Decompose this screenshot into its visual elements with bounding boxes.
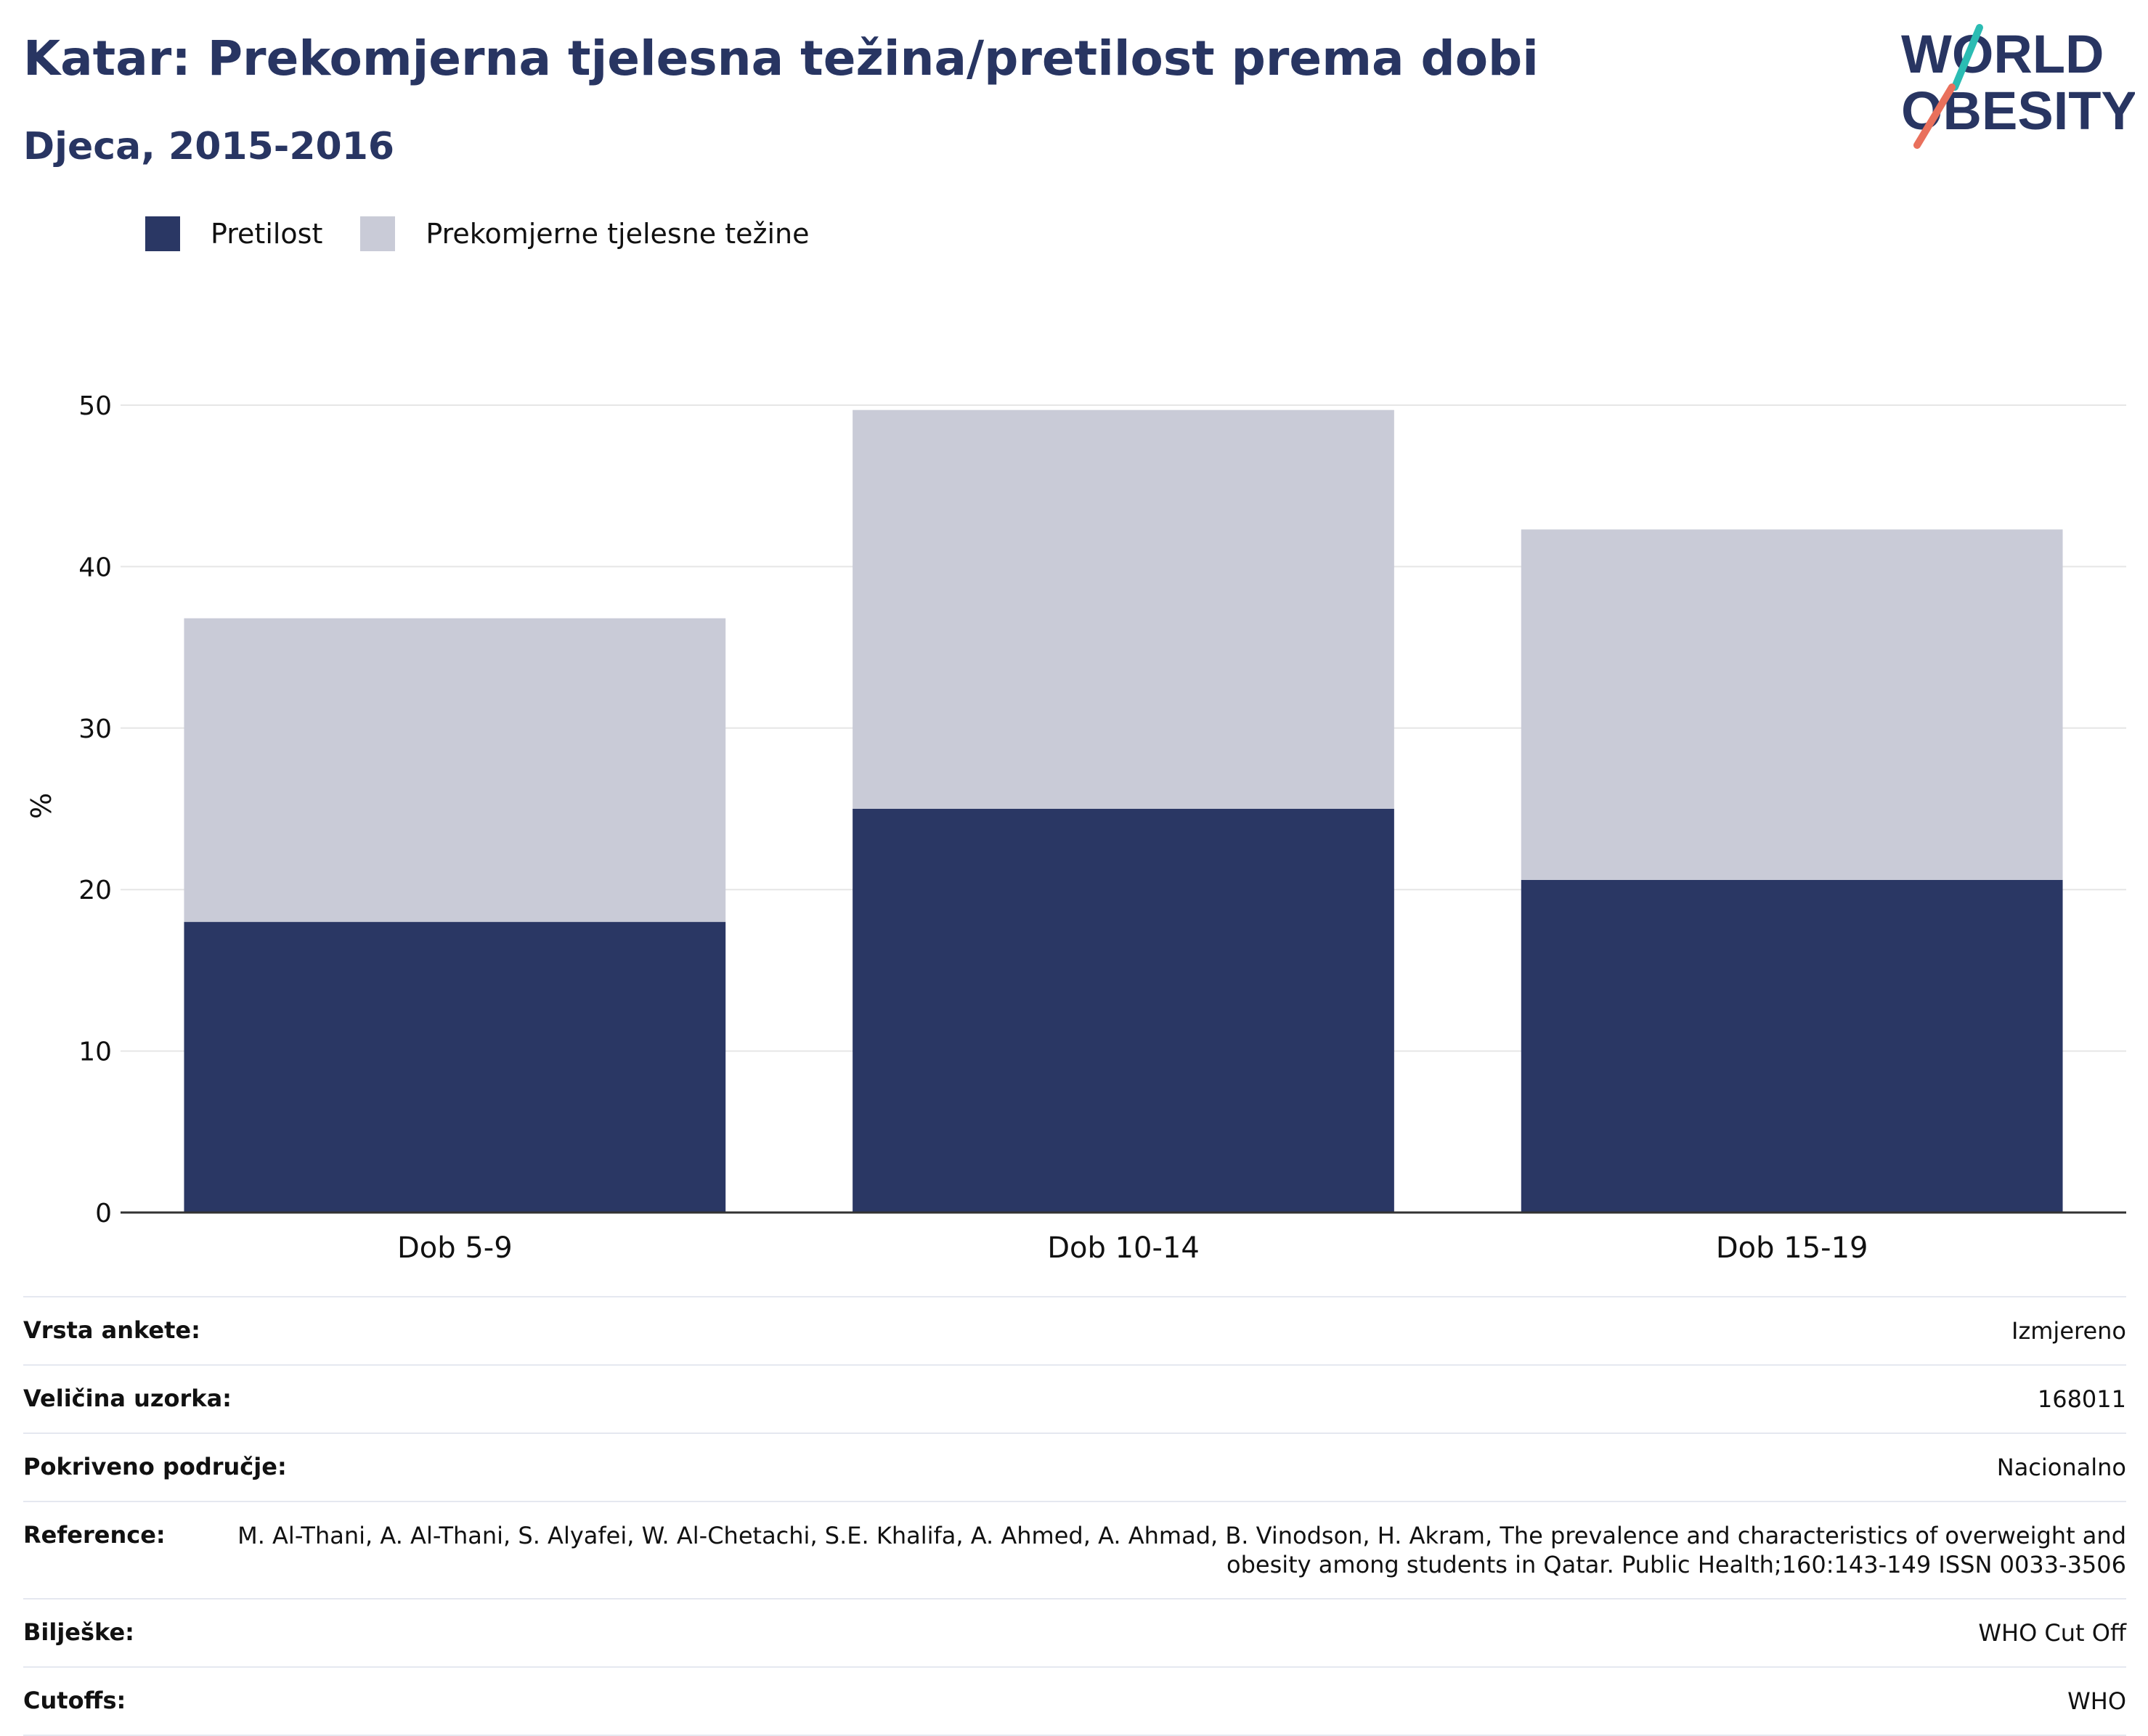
x-tick-label: Dob 15-19 (1716, 1231, 1868, 1265)
world-obesity-logo: WORLD OBESITY (1901, 24, 2135, 149)
survey-info-table: Vrsta ankete: Izmjereno Veličina uzorka: 16… (23, 1296, 2126, 1736)
bar-obesity-2[interactable] (853, 809, 1394, 1213)
y-tick-label: 10 (78, 1038, 112, 1067)
chart-subtitle: Djeca, 2015-2016 (23, 125, 395, 168)
bar-overweight-2[interactable] (853, 409, 1394, 809)
info-row: Veličina uzorka: 168011 (23, 1364, 2126, 1433)
x-axis-ticks: Dob 5-9 Dob 10-14 Dob 15-19 (397, 1231, 1868, 1265)
info-key: Vrsta ankete: (23, 1316, 200, 1344)
bar-chart: 0 10 20 30 40 50 Dob 5-9 Dob 10-14 Dob 15-19 % (25, 391, 2126, 1265)
x-tick-label: Dob 10-14 (1047, 1231, 1200, 1265)
y-tick-label: 20 (78, 876, 112, 905)
x-tick-label: Dob 5-9 (397, 1231, 513, 1265)
info-row: Cutoffs: WHO (23, 1666, 2126, 1736)
info-value: M. Al-Thani, A. Al-Thani, S. Alyafei, W.… (237, 1522, 2126, 1578)
info-row: Pokriveno područje: Nacionalno (23, 1433, 2126, 1501)
legend-item-overweight[interactable]: Prekomjerne tjelesne težine (360, 216, 810, 251)
legend-swatch-overweight (360, 216, 396, 251)
y-axis-ticks: 0 10 20 30 40 50 (78, 391, 112, 1228)
bar-obesity-1[interactable] (184, 921, 726, 1213)
chart-title: Katar: Prekomjerna tjelesna težina/preti… (23, 30, 1539, 86)
y-tick-label: 30 (78, 714, 112, 744)
y-tick-label: 50 (78, 391, 112, 421)
info-row: Vrsta ankete: Izmjereno (23, 1296, 2126, 1364)
info-key: Reference: (23, 1521, 166, 1549)
info-key: Cutoffs: (23, 1687, 126, 1714)
info-key: Pokriveno područje: (23, 1453, 287, 1480)
info-value: WHO Cut Off (1978, 1619, 2126, 1647)
legend: Pretilost Prekomjerne tjelesne težine (145, 216, 847, 251)
logo-teal-slash (1951, 24, 1983, 91)
info-value: Izmjereno (2011, 1317, 2126, 1345)
legend-label-obesity: Pretilost (211, 218, 323, 250)
legend-item-obesity[interactable]: Pretilost (145, 216, 322, 251)
info-value: Nacionalno (1996, 1454, 2126, 1481)
info-row: Reference: M. Al-Thani, A. Al-Thani, S. A… (23, 1501, 2126, 1598)
logo-coral-slash (1913, 83, 1956, 149)
legend-label-overweight: Prekomjerne tjelesne težine (426, 218, 810, 250)
y-tick-label: 40 (78, 553, 112, 582)
legend-swatch-obesity (145, 216, 180, 251)
info-key: Bilješke: (23, 1618, 134, 1646)
logo-word-world: WORLD (1901, 24, 2104, 84)
y-tick-label: 0 (95, 1199, 112, 1228)
y-axis-label: % (25, 793, 57, 819)
info-value: WHO (2067, 1687, 2126, 1715)
bars (184, 409, 2063, 1213)
bar-obesity-3[interactable] (1521, 879, 2063, 1213)
info-key: Veličina uzorka: (23, 1385, 232, 1412)
bar-overweight-3[interactable] (1521, 529, 2063, 880)
info-row: Bilješke: WHO Cut Off (23, 1598, 2126, 1666)
info-value: 168011 (2037, 1385, 2126, 1413)
bar-overweight-1[interactable] (184, 618, 726, 922)
